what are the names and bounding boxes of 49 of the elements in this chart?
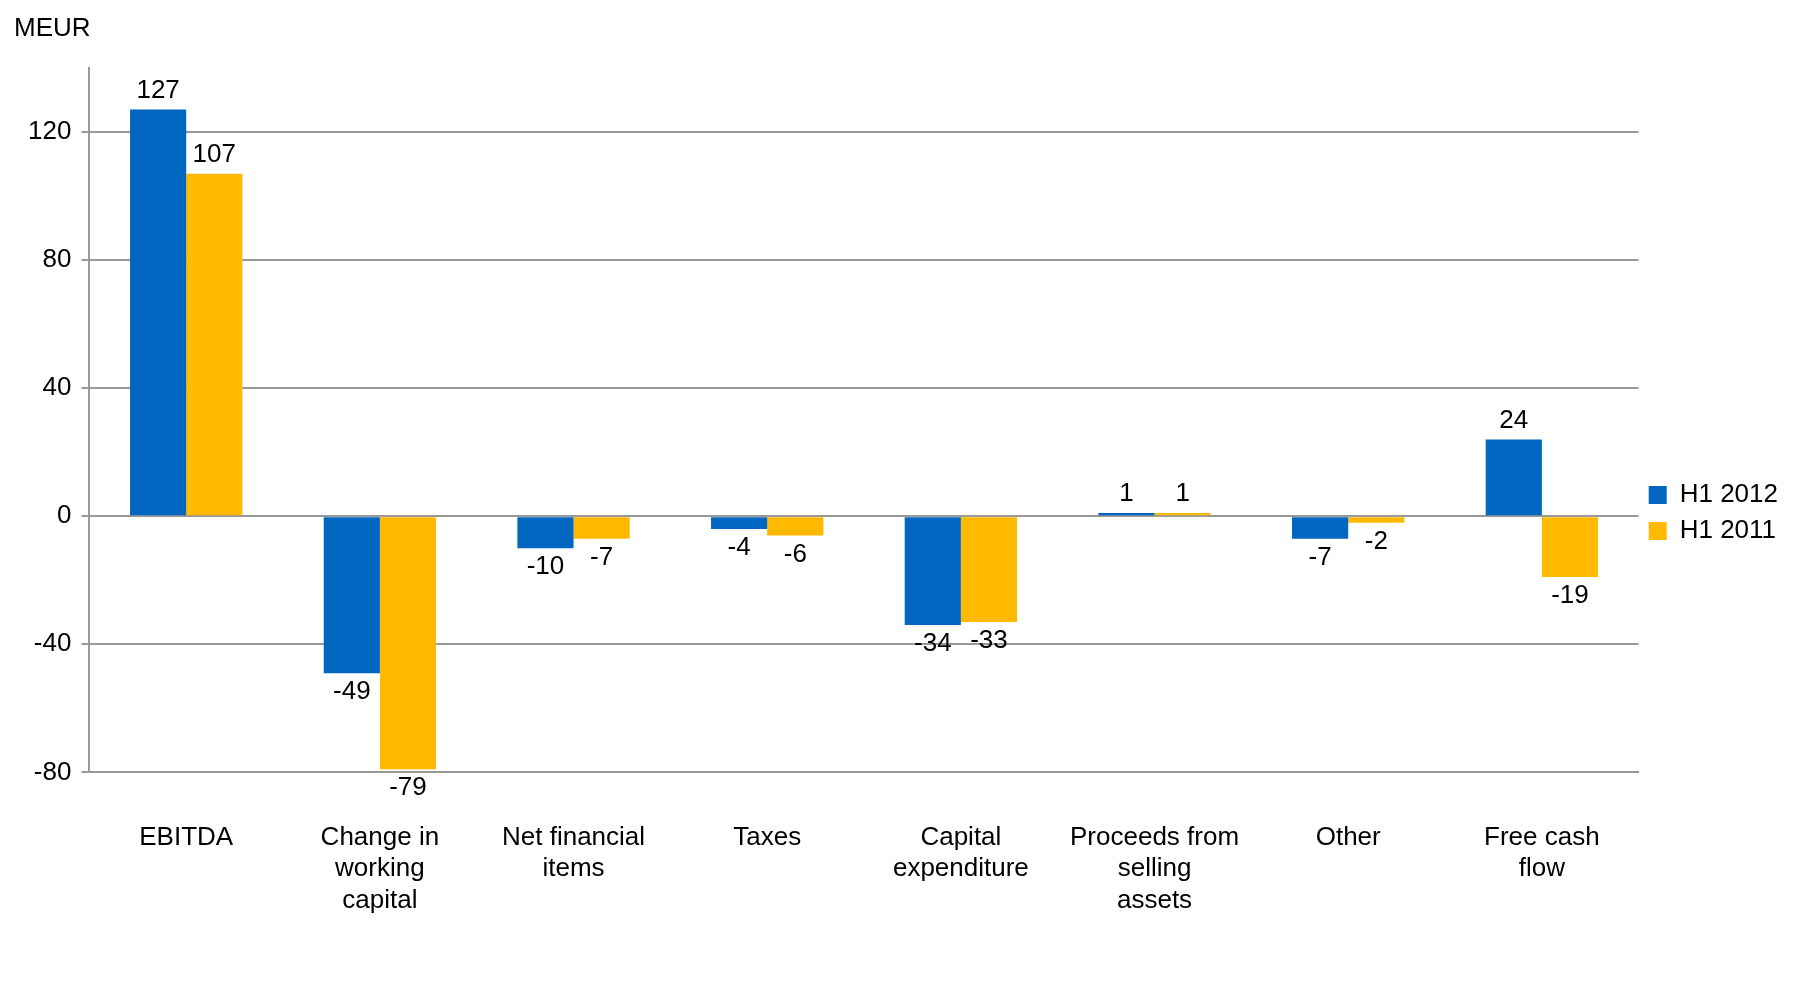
y-tick-label: 120 — [27, 115, 72, 146]
x-tick-label: Change in working capital — [320, 821, 440, 914]
bar — [1348, 517, 1405, 523]
legend-label: H1 2011 — [1679, 514, 1777, 545]
bar — [1154, 513, 1211, 516]
x-tick-label: Capital expenditure — [892, 821, 1029, 883]
bar — [1541, 517, 1599, 578]
data-label: 1 — [1119, 477, 1134, 508]
bar — [904, 517, 961, 626]
bar — [960, 517, 1018, 622]
bar — [186, 173, 243, 516]
data-label: 107 — [192, 137, 236, 168]
y-tick-label: 0 — [56, 499, 72, 530]
y-tick-label: 40 — [42, 371, 72, 402]
data-label: -49 — [333, 675, 371, 706]
y-tick-label: 80 — [42, 243, 72, 274]
data-label: -34 — [914, 627, 952, 658]
legend-label: H1 2012 — [1679, 478, 1779, 509]
bar — [711, 517, 768, 530]
bar — [573, 517, 630, 539]
bar — [1485, 439, 1542, 516]
bar — [517, 517, 574, 549]
bar — [1098, 513, 1155, 516]
x-tick-label: Other — [1315, 821, 1382, 852]
bar — [379, 517, 437, 770]
x-tick-label: Net financial items — [502, 821, 646, 883]
data-label: -6 — [783, 537, 807, 568]
y-axis-title: MEUR — [14, 12, 91, 43]
data-label: 127 — [136, 73, 180, 104]
x-tick-label: EBITDA — [139, 821, 234, 852]
bar — [323, 517, 380, 674]
data-label: -79 — [389, 771, 427, 802]
bar — [130, 109, 187, 516]
data-label: -33 — [970, 624, 1008, 655]
data-label: -7 — [1308, 540, 1332, 571]
x-tick-label: Proceeds from selling assets — [1070, 821, 1240, 914]
x-tick-label: Free cash flow — [1484, 821, 1600, 883]
bar — [1292, 517, 1349, 539]
data-label: -19 — [1551, 579, 1589, 610]
bar — [767, 517, 824, 536]
y-tick-label: -80 — [33, 755, 72, 786]
x-tick-label: Taxes — [733, 821, 802, 852]
data-label: -4 — [727, 531, 751, 562]
data-label: -2 — [1364, 524, 1388, 555]
data-label: 1 — [1175, 477, 1190, 508]
data-label: 24 — [1499, 403, 1529, 434]
data-label: -7 — [590, 540, 614, 571]
y-tick-label: -40 — [33, 627, 72, 658]
data-label: -10 — [526, 550, 565, 581]
